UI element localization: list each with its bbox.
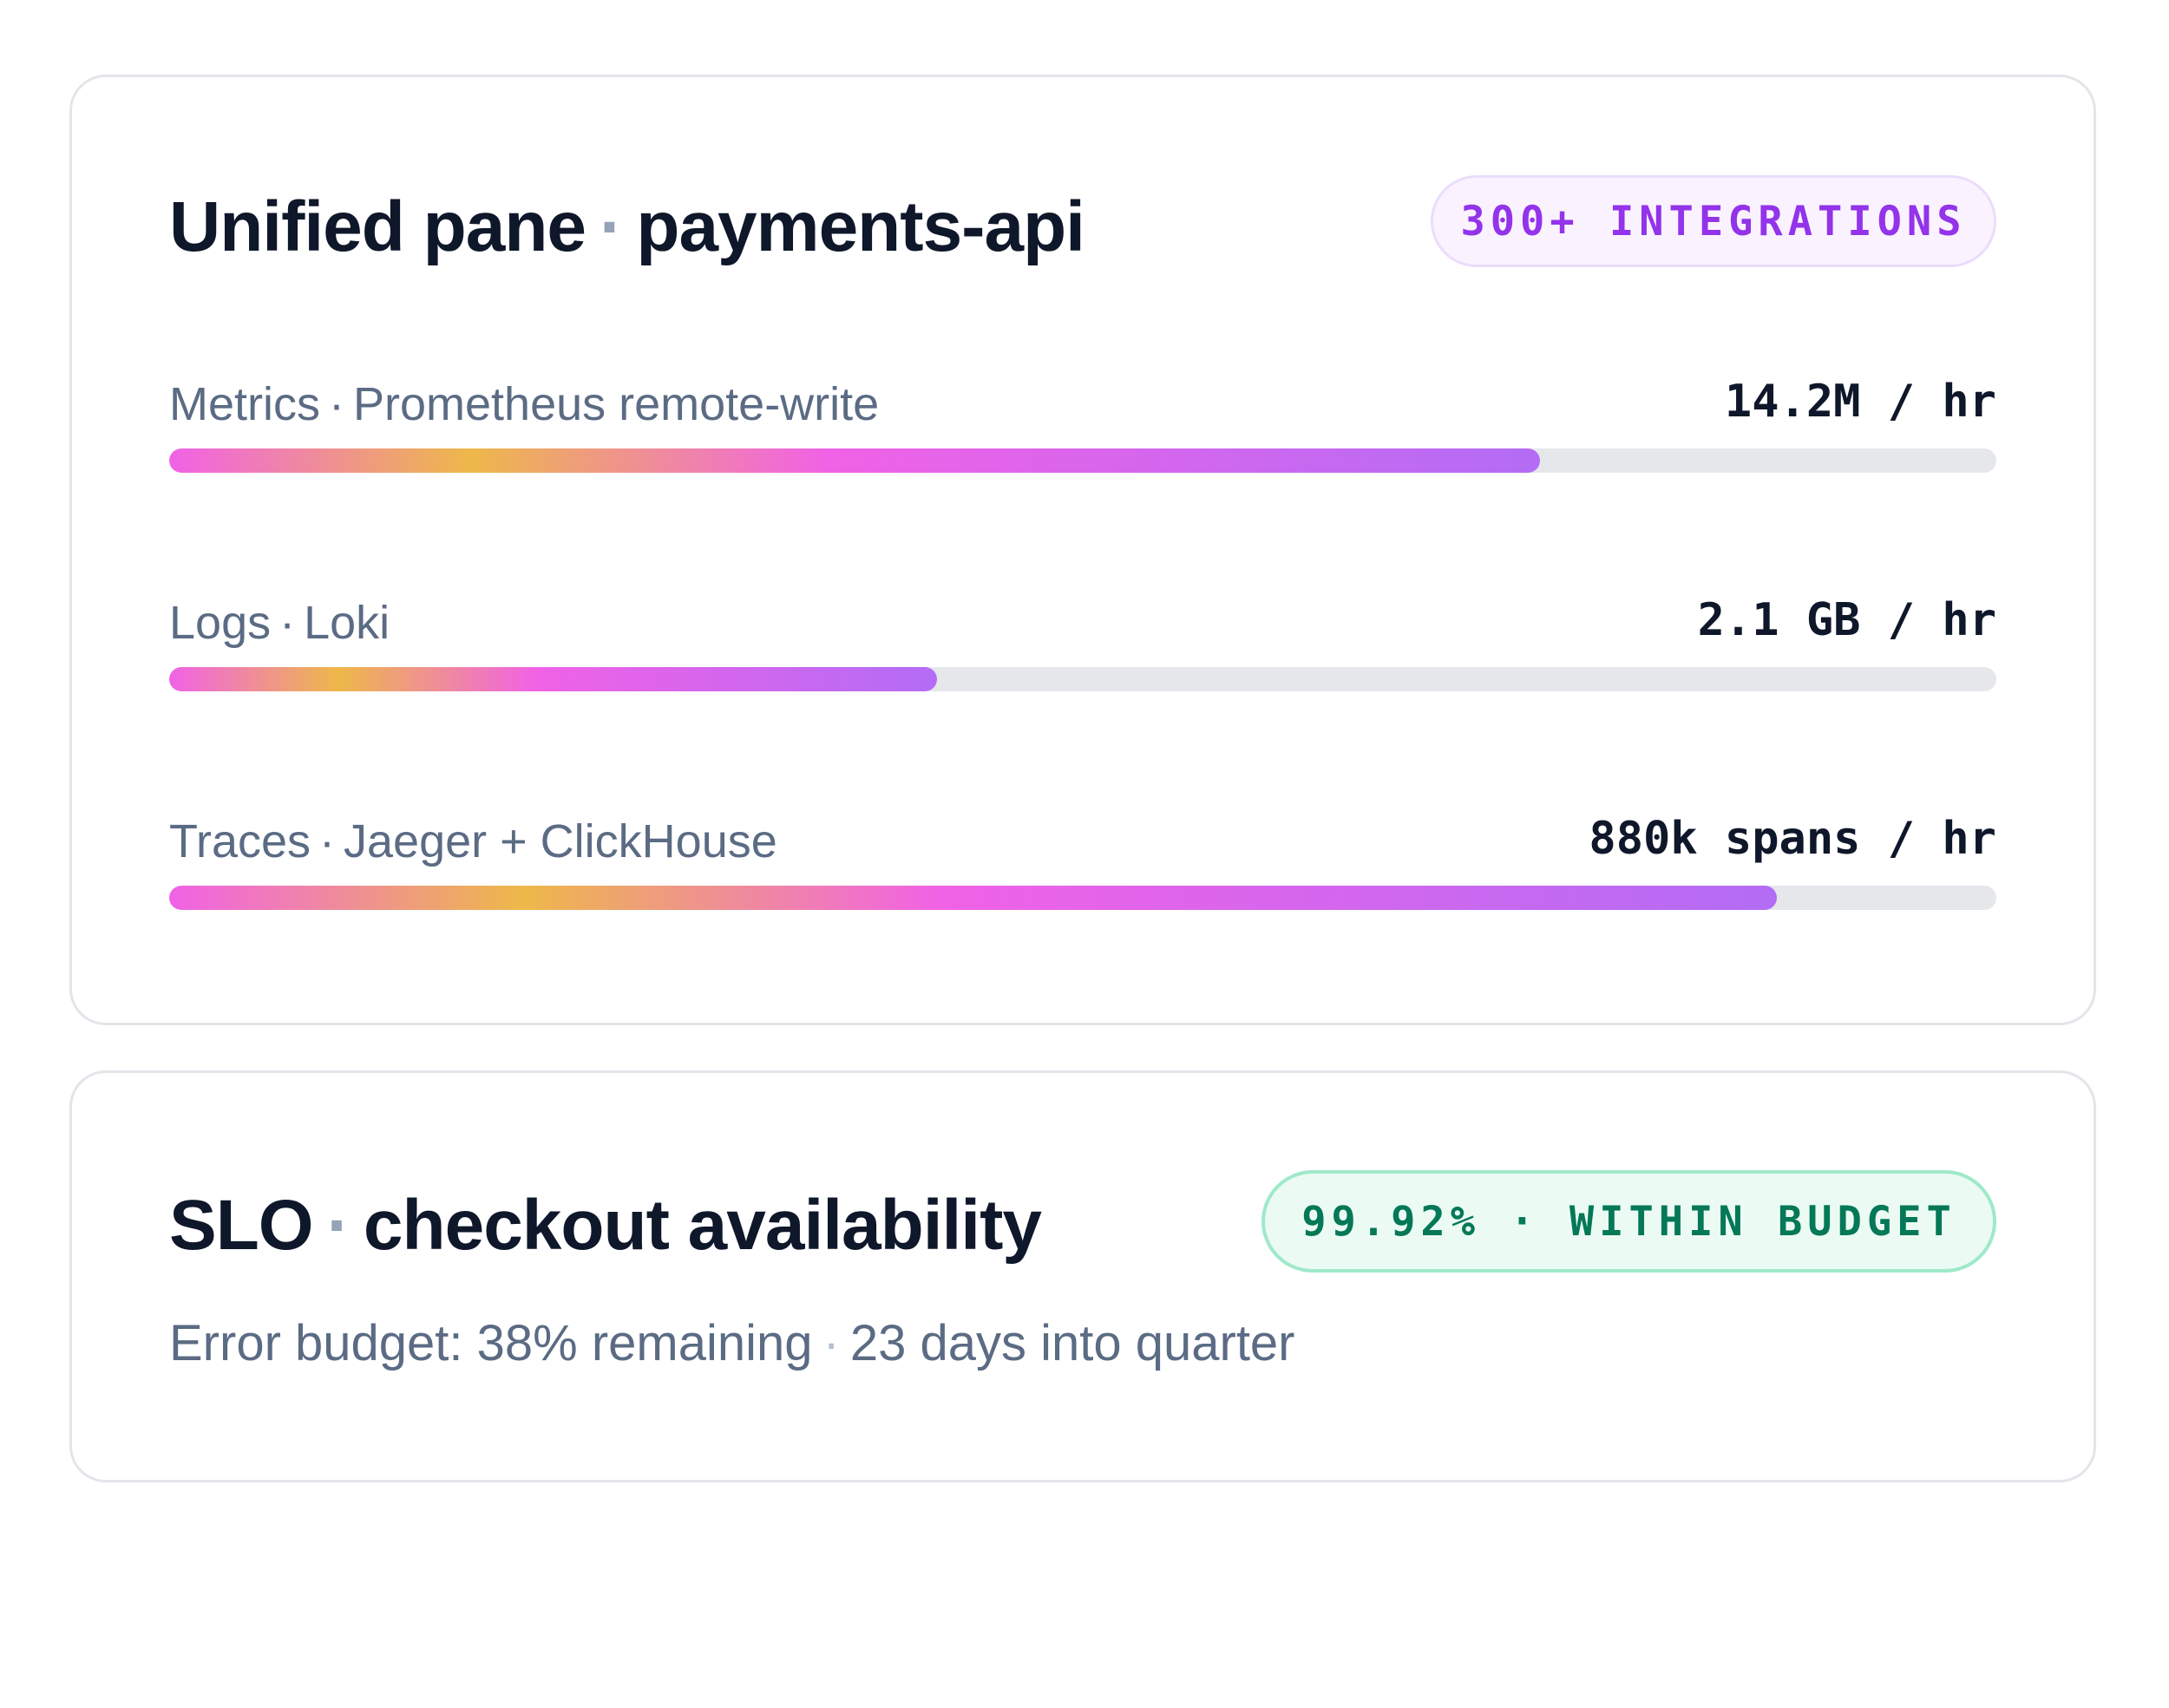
metric-source: Jaeger + ClickHouse (344, 815, 777, 867)
metric-rate: 880k spans / hr (1589, 813, 1996, 865)
pane-title-main: Unified pane (169, 187, 586, 266)
slo-title-separator: · (326, 1186, 351, 1265)
slo-status-badge[interactable]: 99.92% · WITHIN BUDGET (1261, 1170, 1996, 1273)
metric-label: Metrics · Prometheus remote-write (169, 381, 879, 428)
pane-title: Unified pane · payments-api (169, 192, 1085, 263)
slo-card: SLO · checkout availability 99.92% · WITHI… (69, 1070, 2096, 1482)
metric-rate: 2.1 GB / hr (1697, 594, 1996, 646)
integrations-badge[interactable]: 300+ INTEGRATIONS (1431, 175, 1996, 267)
slo-title-main: SLO (169, 1186, 314, 1265)
ingest-bar-fill (169, 448, 1540, 473)
metric-source: Prometheus remote-write (352, 378, 880, 430)
metric-label-separator: · (319, 815, 336, 867)
error-budget-summary: Error budget: 38% remaining · 23 days into… (169, 1319, 1295, 1369)
metric-label: Logs · Loki (169, 599, 390, 646)
metric-source: Loki (304, 597, 390, 649)
metric-label: Traces · Jaeger + ClickHouse (169, 818, 777, 865)
metric-rate: 14.2M / hr (1724, 376, 1996, 428)
quarter-progress: 23 days into quarter (849, 1315, 1295, 1371)
telemetry-pane-card: Unified pane · payments-api 300+ INTEGRATI… (69, 75, 2096, 1025)
error-budget-remaining: Error budget: 38% remaining (169, 1315, 813, 1371)
ingest-bar-track (169, 886, 1996, 910)
pane-title-separator: · (600, 187, 623, 266)
metric-kind: Traces (169, 815, 311, 867)
metric-label-separator: · (279, 597, 296, 649)
error-budget-separator: · (822, 1315, 840, 1371)
pane-title-service: payments-api (636, 187, 1085, 266)
ingest-bar-track (169, 667, 1996, 691)
ingest-bar-track (169, 448, 1996, 473)
metric-label-separator: · (329, 378, 344, 430)
ingest-bar-fill (169, 667, 937, 691)
slo-title: SLO · checkout availability (169, 1190, 1042, 1261)
ingest-bar-fill (169, 886, 1778, 910)
slo-title-target: checkout availability (363, 1186, 1042, 1265)
metric-kind: Metrics (169, 378, 320, 430)
metric-kind: Logs (169, 597, 272, 649)
